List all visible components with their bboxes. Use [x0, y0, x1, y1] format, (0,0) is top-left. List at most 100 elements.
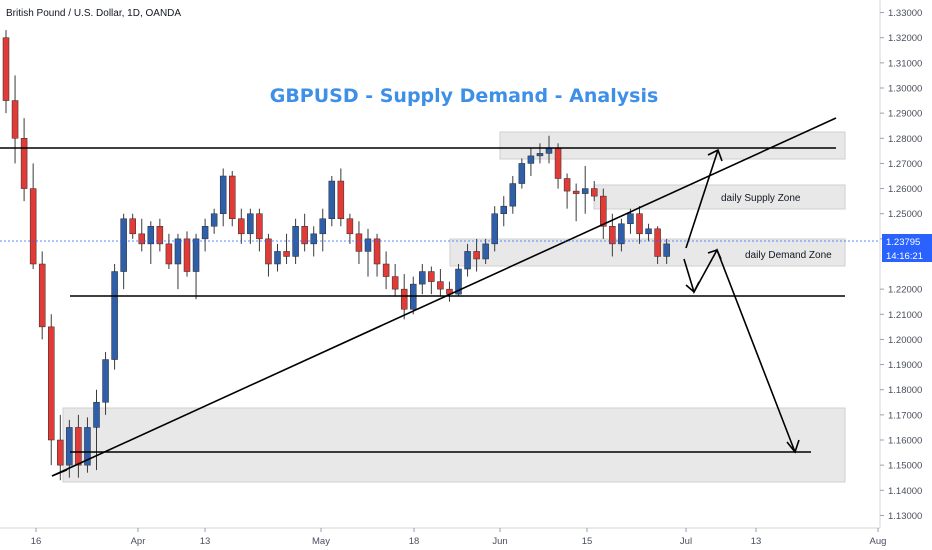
candle-down — [473, 251, 480, 260]
y-tick-label: 1.14000 — [888, 486, 922, 497]
last-price-value: 1.23795 — [886, 237, 920, 248]
candle-up — [491, 213, 498, 245]
candle-down — [165, 243, 173, 265]
symbol-title: British Pound / U.S. Dollar, 1D, OANDA — [6, 8, 181, 19]
candle-up — [581, 188, 589, 194]
candle-up — [201, 226, 209, 240]
lower-demand-zone — [62, 407, 846, 483]
candle-down — [256, 213, 263, 240]
y-tick-label: 1.25000 — [888, 209, 922, 220]
y-tick-label: 1.22000 — [888, 285, 922, 296]
candle-down — [265, 238, 272, 265]
candle-up — [328, 180, 336, 219]
candle-down — [156, 226, 164, 245]
candle-up — [482, 243, 489, 260]
candle-down — [57, 439, 64, 466]
y-tick-label: 1.28000 — [888, 134, 922, 145]
candle-up — [219, 175, 227, 214]
candle-up — [120, 218, 127, 272]
candle-up — [645, 228, 652, 235]
top-supply-zone — [499, 131, 846, 160]
candle-up — [536, 153, 544, 157]
candle-up — [419, 271, 426, 285]
rising-trendline — [51, 117, 837, 477]
daily-supply-zone — [593, 184, 846, 210]
x-tick-label: 15 — [582, 536, 593, 547]
candle-down — [437, 281, 444, 290]
candle-up — [192, 238, 200, 272]
candle-down — [654, 228, 661, 257]
candle-down — [29, 188, 37, 265]
daily-demand-zone — [449, 238, 846, 267]
candle-up — [93, 402, 100, 428]
candle-up — [310, 233, 317, 245]
zones — [62, 131, 846, 483]
x-tick-label: 13 — [200, 536, 211, 547]
candle-up — [627, 213, 634, 225]
candle-down — [428, 271, 435, 282]
candle-up — [174, 238, 182, 265]
candle-up — [111, 271, 118, 360]
x-tick-label: 18 — [409, 536, 420, 547]
price-axis[interactable]: 1.33000 1.32000 1.31000 1.30000 1.29000 1.280… — [880, 8, 922, 522]
x-tick-label: May — [312, 536, 330, 547]
countdown-tag: 14:16:21 — [882, 248, 932, 262]
candle-down — [38, 263, 46, 328]
x-tick-label: Jun — [492, 536, 507, 547]
y-tick-label: 1.30000 — [888, 84, 922, 95]
supply-zone-label: daily Supply Zone — [721, 193, 801, 204]
candle-up — [364, 238, 372, 252]
candle-down — [337, 180, 345, 219]
candle-down — [400, 288, 408, 310]
y-tick-label: 1.29000 — [888, 109, 922, 120]
candle-down — [572, 190, 580, 194]
candle-down — [301, 226, 308, 245]
candle-down — [391, 276, 399, 290]
x-tick-label: Jul — [680, 536, 692, 547]
y-tick-label: 1.27000 — [888, 159, 922, 170]
projection-path-zigzag — [683, 248, 796, 453]
candle-up — [500, 205, 507, 214]
y-tick-label: 1.19000 — [888, 360, 922, 371]
candle-down — [636, 213, 643, 235]
time-axis[interactable]: 16 Apr 13 May 18 Jun 15 Jul 13 Aug — [31, 528, 887, 547]
candle-up — [509, 183, 517, 207]
candle-up — [102, 359, 109, 403]
candle-up — [210, 213, 218, 227]
candle-down — [11, 100, 19, 139]
candle-down — [600, 195, 607, 227]
y-tick-label: 1.31000 — [888, 58, 922, 69]
y-tick-label: 1.26000 — [888, 184, 922, 195]
candle-up — [247, 213, 254, 235]
candle-up — [319, 218, 326, 235]
candle-up — [84, 427, 91, 466]
candle-down — [591, 188, 598, 197]
candle-up — [274, 251, 281, 265]
projection-arrows — [683, 148, 800, 454]
drawings — [0, 117, 880, 477]
projection-path-up — [685, 149, 719, 249]
candle-down — [48, 326, 55, 441]
y-tick-label: 1.15000 — [888, 461, 922, 472]
demand-zone-label: daily Demand Zone — [745, 250, 832, 261]
candle-down — [563, 178, 571, 192]
arrow-head-supply — [707, 148, 723, 162]
x-tick-label: Aug — [870, 536, 887, 547]
trendline-start-hook — [51, 469, 68, 477]
y-tick-label: 1.33000 — [888, 8, 922, 19]
countdown-value: 14:16:21 — [886, 251, 923, 262]
candle-down — [283, 251, 290, 257]
candle-down — [75, 427, 82, 466]
x-tick-label: Apr — [131, 536, 146, 547]
candles-group — [2, 30, 670, 481]
y-tick-label: 1.21000 — [888, 310, 922, 321]
y-tick-label: 1.16000 — [888, 436, 922, 447]
candle-up — [147, 226, 155, 245]
y-tick-label: 1.13000 — [888, 511, 922, 522]
arrow-head-target — [786, 439, 800, 454]
y-tick-label: 1.17000 — [888, 410, 922, 421]
candle-down — [609, 226, 616, 245]
candle-up — [464, 251, 471, 270]
candle-down — [554, 148, 562, 179]
